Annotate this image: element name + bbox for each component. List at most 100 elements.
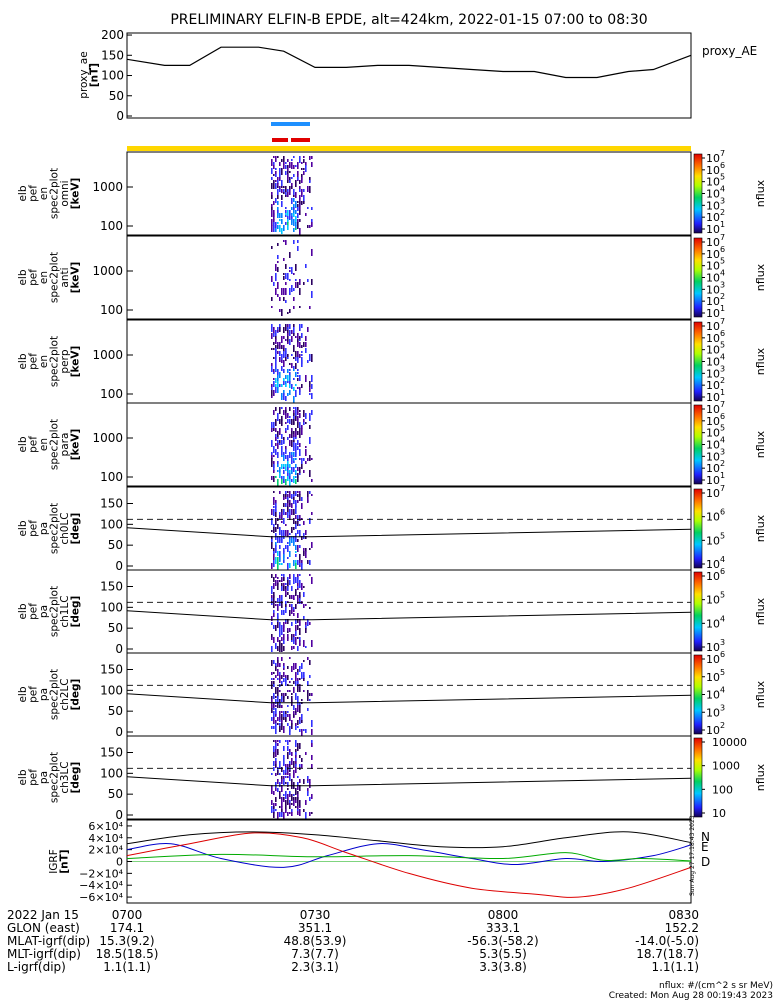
spectrogram-cell <box>299 666 301 672</box>
spectrogram-cell <box>275 743 277 746</box>
pa-ylabel-line: elb <box>17 686 29 702</box>
spectrogram-cell <box>289 509 291 515</box>
spectrogram-cell <box>273 162 275 165</box>
spectrogram-cell <box>293 467 295 472</box>
spectrogram-cell <box>273 637 275 643</box>
spectrogram-cell <box>277 452 279 458</box>
pa-ytick-label: 100 <box>100 600 123 614</box>
spectrogram-cell <box>287 512 289 516</box>
energy-ytick-label: 1000 <box>92 264 123 278</box>
spectrogram-cell <box>295 222 297 226</box>
spectrogram-cell <box>295 458 297 460</box>
spectrogram-cell <box>273 717 275 724</box>
spectrogram-cell <box>279 372 281 378</box>
spectrogram-cell <box>293 396 295 403</box>
ae-ylabel-line: [nT] <box>88 63 100 87</box>
spectrogram-cell <box>285 195 287 197</box>
spectrogram-cell <box>297 171 299 175</box>
pa-panel-bg <box>127 570 691 653</box>
spectrogram-cell <box>285 165 287 169</box>
spectrogram-cell <box>291 634 293 641</box>
spectrogram-cell <box>293 387 295 391</box>
colorbar-tick-base: 10 <box>706 534 720 547</box>
spectrogram-cell <box>299 279 301 285</box>
colorbar-tick-label: 100 <box>712 783 733 796</box>
spectrogram-cell <box>285 503 287 507</box>
pa-ylabel-line: pa <box>38 771 50 784</box>
spectrogram-cell <box>293 512 295 515</box>
spectrogram-cell <box>281 168 283 175</box>
footer-value: 3.3(3.8) <box>479 960 527 974</box>
spectrogram-cell <box>289 407 291 411</box>
colorbar-tick-exponent: 5 <box>720 668 725 677</box>
spectrogram-cell <box>277 524 279 529</box>
colorbar-tick-exponent: 7 <box>720 400 725 409</box>
spectrogram-cell <box>283 240 285 242</box>
spectrogram-cell <box>293 452 295 457</box>
spectrogram-cell <box>311 479 313 482</box>
spectrogram-cell <box>271 327 273 332</box>
colorbar-tick-base: 10 <box>706 332 720 345</box>
spectrogram-cell <box>271 699 273 703</box>
spectrogram-cell <box>275 276 277 281</box>
spectrogram-cell <box>287 357 289 359</box>
spectrogram-cell <box>279 440 281 445</box>
spectrogram-cell <box>311 249 313 256</box>
spectrogram-cell <box>303 410 305 417</box>
spectrogram-cell <box>299 324 301 331</box>
spectrogram-cell <box>309 660 311 665</box>
spectrogram-cell <box>289 752 291 755</box>
spectrogram-cell <box>285 327 287 329</box>
spectrogram-cell <box>293 422 295 424</box>
spectrogram-cell <box>295 180 297 187</box>
spectrogram-cell <box>295 357 297 361</box>
spectrogram-cell <box>283 348 285 352</box>
spectrogram-cell <box>285 207 287 209</box>
footer-value: 333.1 <box>486 921 520 935</box>
spectrogram-cell <box>283 393 285 400</box>
spectrogram-cell <box>289 279 291 281</box>
energy-ylabel-line: pef <box>27 353 39 370</box>
spectrogram-cell <box>275 264 277 271</box>
loss-cone-solid-line <box>126 776 692 787</box>
spectrogram-cell <box>289 330 291 336</box>
spectrogram-cell <box>285 288 287 295</box>
spectrogram-cell <box>299 779 301 783</box>
spectrogram-cell <box>309 812 311 816</box>
spectrogram-cell <box>289 574 291 579</box>
spectrogram-cell <box>287 628 289 631</box>
spectrogram-cell <box>285 339 287 341</box>
spectrogram-cell <box>287 168 289 172</box>
spectrogram-cell <box>295 416 297 421</box>
spectrogram-cell <box>279 213 281 218</box>
spectrogram-cell <box>303 640 305 647</box>
spectrogram-cell <box>287 563 289 570</box>
spectrogram-cell <box>293 681 295 684</box>
red-indicator-bar-2 <box>291 138 310 142</box>
spectrogram-cell <box>277 743 279 746</box>
spectrogram-cell <box>299 195 301 199</box>
spectrogram-cell <box>295 577 297 583</box>
spectrogram-cell <box>287 225 289 230</box>
spectrogram-cell <box>271 428 273 432</box>
spectrogram-cell <box>271 306 273 308</box>
spectrogram-cell <box>289 384 291 388</box>
colorbar-tick-exponent: 5 <box>720 257 725 266</box>
spectrogram-cell <box>297 431 299 435</box>
spectrogram-cell <box>271 177 273 180</box>
spectrogram-cell <box>281 809 283 813</box>
pa-ylabel-line: ch0LC <box>59 512 71 544</box>
colorbar-tick-base: 10 <box>706 487 720 500</box>
spectrogram-cell <box>295 470 297 473</box>
spectrogram-cell <box>285 449 287 454</box>
spectrogram-cell <box>283 327 285 333</box>
energy-ylabel-line: en <box>38 271 50 284</box>
spectrogram-cell <box>273 506 275 508</box>
spectrogram-cell <box>277 261 279 263</box>
spectrogram-cell <box>281 452 283 457</box>
spectrogram-cell <box>287 509 289 512</box>
spectrogram-cell <box>277 443 279 447</box>
